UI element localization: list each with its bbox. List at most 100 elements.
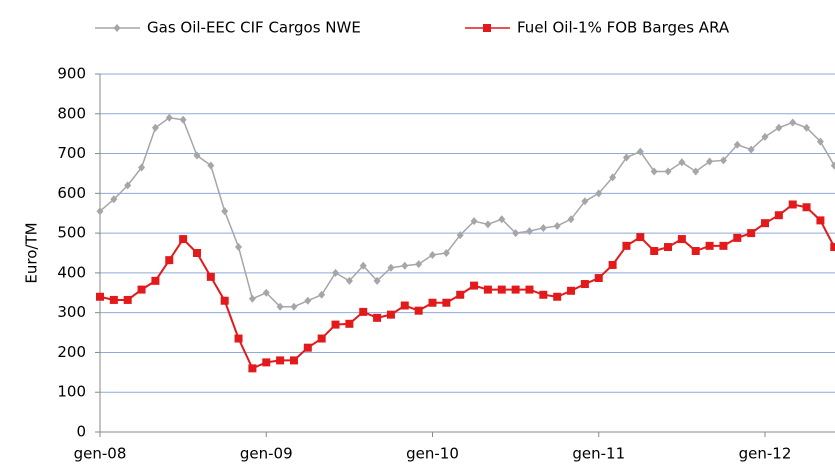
- point: [830, 161, 835, 170]
- point: [192, 249, 201, 257]
- point: [774, 211, 783, 220]
- point: [179, 115, 187, 124]
- point: [415, 260, 423, 269]
- point: [221, 207, 229, 216]
- point: [96, 292, 104, 301]
- point: [373, 276, 381, 285]
- point: [830, 243, 835, 252]
- point: [511, 285, 520, 294]
- point: [705, 241, 714, 250]
- point: [429, 250, 436, 259]
- point: [567, 286, 576, 295]
- y-tick-label: 700: [57, 144, 86, 162]
- point: [332, 268, 340, 277]
- x-tick-label: gen-10: [406, 445, 459, 463]
- point: [290, 302, 298, 311]
- point: [803, 123, 811, 132]
- point: [442, 298, 451, 307]
- point: [664, 243, 673, 252]
- point: [373, 313, 382, 322]
- point: [276, 302, 284, 311]
- point: [234, 334, 243, 343]
- point: [456, 290, 465, 299]
- y-tick-label: 900: [57, 65, 86, 83]
- point: [567, 215, 575, 224]
- point: [789, 118, 797, 127]
- point: [719, 241, 728, 250]
- point: [137, 285, 146, 294]
- point: [650, 167, 658, 176]
- point: [262, 358, 271, 367]
- point: [110, 195, 118, 204]
- legend-label: Gas Oil-EEC CIF Cargos NWE: [147, 19, 361, 37]
- legend-marker: [113, 24, 121, 32]
- point: [206, 272, 215, 281]
- point: [386, 310, 395, 319]
- point: [747, 145, 755, 154]
- point: [664, 167, 672, 176]
- point: [636, 147, 644, 156]
- point: [165, 113, 173, 122]
- point: [151, 123, 159, 132]
- point: [345, 276, 353, 285]
- x-tick-label: gen-08: [74, 445, 127, 463]
- y-tick-label: 200: [57, 343, 86, 361]
- point: [96, 207, 104, 216]
- point: [677, 235, 686, 244]
- point: [512, 229, 520, 238]
- point: [109, 295, 118, 304]
- point: [608, 260, 617, 269]
- point: [262, 288, 270, 297]
- point: [706, 157, 714, 166]
- x-tick-label: gen-09: [240, 445, 293, 463]
- point: [179, 235, 188, 244]
- point: [138, 163, 146, 172]
- point: [761, 219, 769, 228]
- point: [428, 298, 437, 307]
- point: [151, 276, 160, 285]
- x-tick-label: gen-12: [739, 445, 792, 463]
- point: [248, 364, 257, 373]
- y-tick-label: 300: [57, 303, 86, 321]
- point: [359, 261, 367, 270]
- point: [622, 153, 630, 162]
- point: [816, 137, 824, 146]
- point: [401, 261, 409, 270]
- point: [525, 227, 533, 236]
- point: [400, 301, 409, 310]
- point: [595, 189, 603, 198]
- y-axis-label: Euro/TM: [23, 222, 41, 283]
- point: [248, 294, 256, 303]
- point: [719, 156, 727, 165]
- point: [207, 161, 215, 170]
- point: [691, 247, 700, 256]
- y-tick-label: 800: [57, 104, 86, 122]
- point: [775, 123, 783, 132]
- point: [289, 356, 298, 365]
- point: [539, 290, 548, 299]
- point: [387, 263, 395, 272]
- y-tick-label: 400: [57, 263, 86, 281]
- point: [318, 290, 326, 299]
- point: [553, 292, 562, 301]
- point: [276, 356, 285, 365]
- point: [484, 220, 492, 229]
- y-tick-label: 0: [76, 423, 86, 441]
- point: [220, 296, 229, 305]
- point: [470, 217, 478, 226]
- y-tick-label: 500: [57, 224, 86, 242]
- point: [359, 307, 368, 316]
- y-tick-label: 100: [57, 383, 86, 401]
- plot-area: [96, 113, 835, 373]
- point: [692, 167, 700, 176]
- point: [761, 132, 769, 141]
- point: [581, 197, 589, 206]
- legend-marker: [483, 24, 491, 32]
- point: [609, 173, 617, 182]
- point: [636, 233, 645, 242]
- point: [345, 319, 354, 328]
- point: [539, 223, 547, 232]
- point: [442, 249, 450, 257]
- point: [525, 285, 534, 294]
